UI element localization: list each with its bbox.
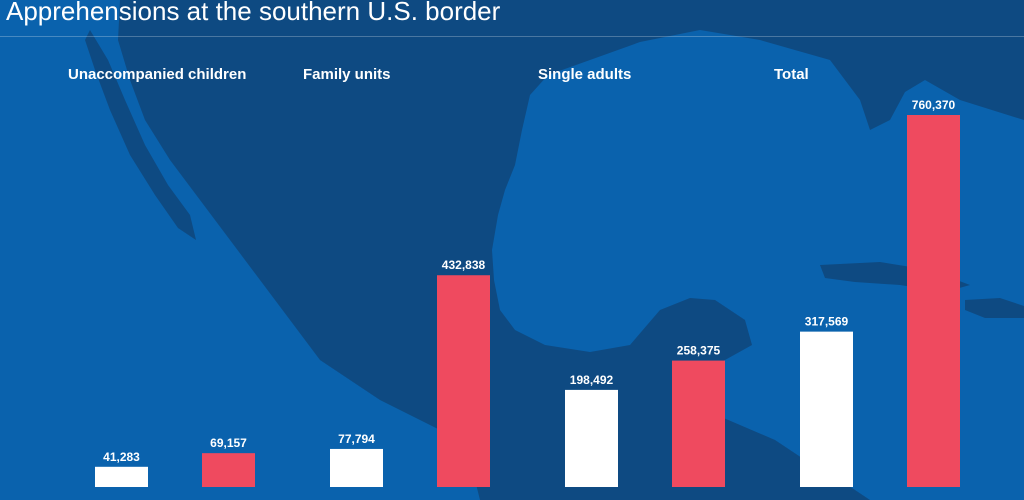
chart-title: Apprehensions at the southern U.S. borde…: [6, 0, 501, 26]
data-label-family-units-red: 432,838: [442, 258, 486, 272]
bar-unaccompanied-children-red: [202, 453, 255, 487]
bar-single-adults-red: [672, 360, 725, 487]
data-label-unaccompanied-children-white: 41,283: [103, 450, 140, 464]
land-baja-peninsula: [85, 30, 196, 240]
land-north-america: [118, 0, 1024, 500]
data-label-total-red: 760,370: [912, 98, 956, 112]
group-label-total: Total: [774, 66, 809, 83]
land-caribbean-east: [965, 298, 1024, 318]
title-divider: [0, 36, 1024, 37]
group-label-family-units: Family units: [303, 66, 391, 83]
data-label-family-units-white: 77,794: [338, 432, 375, 446]
data-label-single-adults-red: 258,375: [677, 344, 721, 358]
data-label-total-white: 317,569: [805, 315, 849, 329]
bar-family-units-white: [330, 448, 383, 487]
data-label-unaccompanied-children-red: 69,157: [210, 436, 247, 450]
data-label-single-adults-white: 198,492: [570, 373, 614, 387]
group-label-single-adults: Single adults: [538, 66, 632, 83]
bar-total-white: [800, 331, 853, 487]
bar-family-units-red: [437, 275, 490, 487]
group-label-unaccompanied-children: Unaccompanied children: [68, 66, 247, 83]
bar-total-red: [907, 115, 960, 487]
bar-single-adults-white: [565, 389, 618, 487]
bar-unaccompanied-children-white: [95, 466, 148, 487]
